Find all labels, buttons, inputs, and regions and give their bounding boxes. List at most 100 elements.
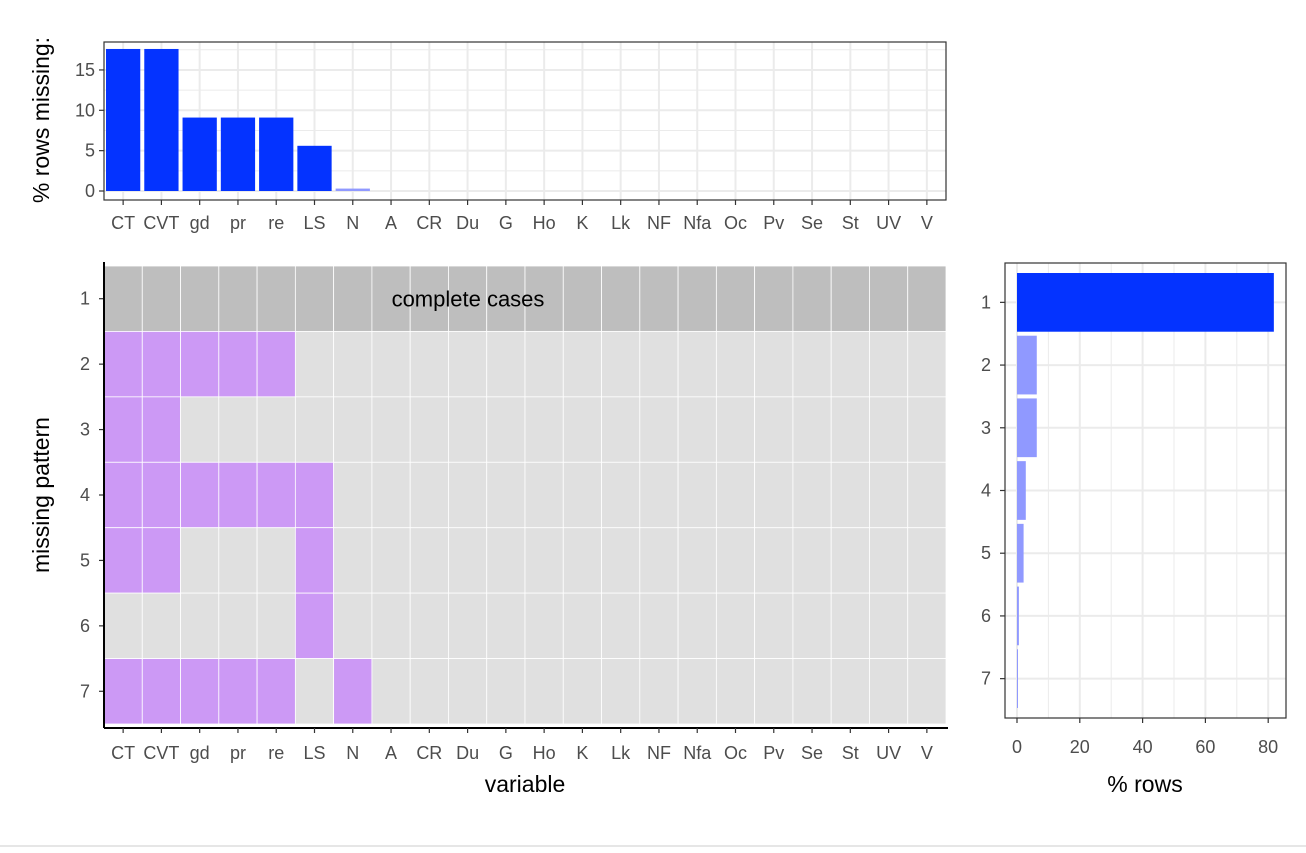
x-tick-label: UV — [876, 743, 901, 763]
x-axis-title: variable — [485, 771, 566, 797]
cell-1-Ho — [524, 265, 564, 332]
cell-1-Nfa — [677, 265, 717, 332]
x-tick-label: Se — [801, 213, 823, 233]
cell-7-UV — [869, 658, 909, 725]
cell-2-Du — [448, 331, 488, 398]
x-tick-label: Pv — [763, 743, 784, 763]
y-tick-label: 2 — [981, 355, 991, 375]
cell-2-Nfa — [677, 331, 717, 398]
y-tick-label: 4 — [80, 485, 90, 505]
cell-4-St — [830, 461, 870, 529]
cell-6-CVT — [141, 592, 181, 659]
cell-1-Se — [792, 265, 832, 332]
cell-1-CVT — [141, 265, 181, 332]
cell-7-LS — [294, 658, 335, 725]
cell-5-G — [486, 527, 526, 594]
cell-1-N — [333, 265, 373, 332]
y-tick-label: 1 — [80, 289, 90, 309]
x-tick-label: G — [499, 743, 513, 763]
x-tick-label: Oc — [724, 743, 747, 763]
cell-6-V — [907, 592, 947, 659]
cell-1-V — [907, 265, 947, 332]
cell-5-gd — [180, 527, 220, 594]
cell-5-Nfa — [677, 527, 717, 594]
cell-1-LS — [294, 265, 335, 332]
cell-1-St — [830, 265, 870, 332]
cell-5-CVT — [141, 527, 181, 594]
cell-3-CR — [409, 396, 449, 463]
cell-4-NF — [639, 461, 679, 529]
cell-6-CR — [409, 592, 449, 659]
cell-6-Se — [792, 592, 832, 659]
cell-4-Ho — [524, 461, 564, 529]
x-tick-label: Se — [801, 743, 823, 763]
cell-3-Pv — [754, 396, 794, 463]
cell-7-G — [486, 658, 526, 725]
cell-5-N — [333, 527, 373, 594]
cell-7-Lk — [601, 658, 641, 725]
cell-1-gd — [180, 265, 220, 332]
cell-5-A — [371, 527, 411, 594]
bar-re — [259, 117, 294, 191]
y-axis-title: % rows missing: — [28, 37, 54, 203]
cell-2-pr — [218, 331, 258, 398]
cell-7-NF — [639, 658, 679, 725]
cell-2-St — [830, 331, 870, 398]
cell-7-CVT — [141, 658, 181, 725]
cell-2-G — [486, 331, 526, 398]
cell-5-CR — [409, 527, 449, 594]
bar-pattern-2 — [1017, 335, 1037, 395]
y-tick-label: 5 — [80, 550, 90, 570]
x-tick-label: 80 — [1258, 737, 1278, 757]
x-tick-label: gd — [190, 743, 210, 763]
cell-1-UV — [869, 265, 909, 332]
cell-2-V — [907, 331, 947, 398]
cell-3-Lk — [601, 396, 641, 463]
cell-5-St — [830, 527, 870, 594]
y-tick-label: 1 — [981, 292, 991, 312]
cell-6-Lk — [601, 592, 641, 659]
cell-1-Lk — [601, 265, 641, 332]
cell-3-Se — [792, 396, 832, 463]
cell-1-Oc — [715, 265, 756, 332]
cell-2-Lk — [601, 331, 641, 398]
cell-2-LS — [294, 331, 335, 398]
x-tick-label: re — [268, 743, 284, 763]
cell-6-A — [371, 592, 411, 659]
x-axis-title: % rows — [1107, 771, 1182, 797]
cell-2-NF — [639, 331, 679, 398]
cell-7-Nfa — [677, 658, 717, 725]
cell-4-Se — [792, 461, 832, 529]
cell-4-pr — [218, 461, 258, 529]
x-tick-label: CVT — [143, 213, 179, 233]
cell-3-NF — [639, 396, 679, 463]
x-tick-label: St — [842, 743, 859, 763]
y-tick-label: 7 — [80, 681, 90, 701]
y-tick-label: 5 — [85, 141, 95, 161]
x-tick-label: Du — [456, 213, 479, 233]
cell-7-St — [830, 658, 870, 725]
cell-4-Nfa — [677, 461, 717, 529]
x-tick-label: K — [576, 213, 588, 233]
cell-3-K — [562, 396, 602, 463]
cell-2-N — [333, 331, 373, 398]
cell-4-K — [562, 461, 602, 529]
cell-5-re — [256, 527, 296, 594]
cell-6-gd — [180, 592, 220, 659]
cell-4-CR — [409, 461, 449, 529]
cell-7-V — [907, 658, 947, 725]
cell-4-CT — [103, 461, 143, 529]
cell-3-gd — [180, 396, 220, 463]
cell-4-Du — [448, 461, 488, 529]
cell-6-CT — [103, 592, 143, 659]
cell-2-Ho — [524, 331, 564, 398]
cell-7-CT — [103, 658, 143, 725]
x-tick-label: NF — [647, 743, 671, 763]
cell-2-UV — [869, 331, 909, 398]
x-tick-label: V — [921, 213, 933, 233]
x-tick-label: CR — [416, 743, 442, 763]
y-tick-label: 10 — [75, 100, 95, 120]
cell-3-Nfa — [677, 396, 717, 463]
x-tick-label: Pv — [763, 213, 784, 233]
cell-1-CT — [103, 265, 143, 332]
